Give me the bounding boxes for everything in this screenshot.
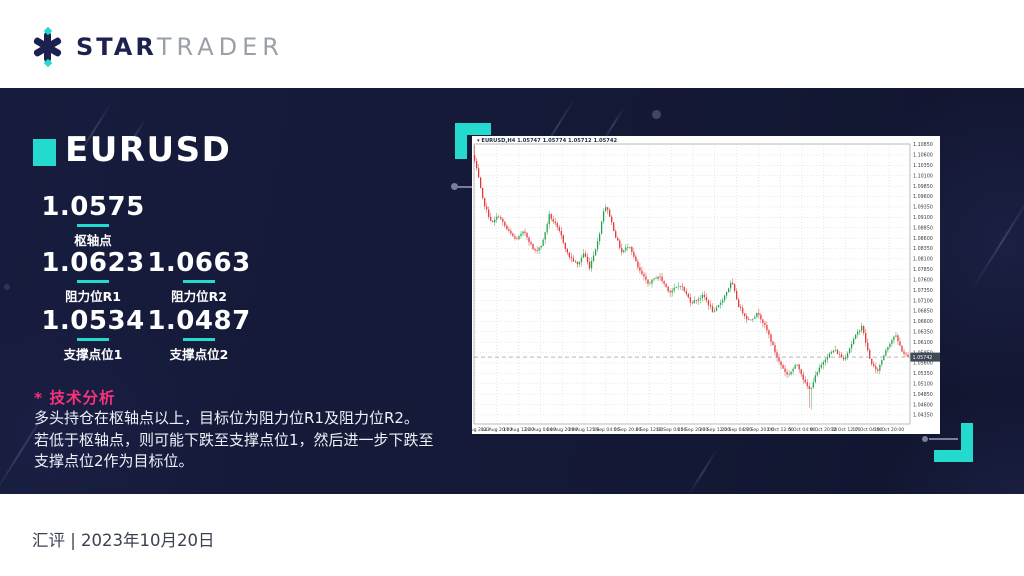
level-label: 阻力位R2 <box>171 289 227 304</box>
svg-text:1.04600: 1.04600 <box>913 402 933 408</box>
svg-text:9 Oct 20:00: 9 Oct 20:00 <box>810 427 837 433</box>
svg-text:5 Sep 20:00: 5 Sep 20:00 <box>614 427 642 433</box>
level-value: 1.0487 <box>147 306 251 336</box>
pivot-block: 1.0575 枢轴点 <box>30 194 156 249</box>
svg-text:1.09100: 1.09100 <box>913 215 933 221</box>
svg-text:1.10600: 1.10600 <box>913 153 933 159</box>
level-label: 阻力位R1 <box>65 289 121 304</box>
svg-text:8 Sep 12:00: 8 Sep 12:00 <box>636 427 664 433</box>
svg-text:1.05100: 1.05100 <box>913 382 933 388</box>
svg-text:1.04850: 1.04850 <box>913 392 933 398</box>
svg-text:1.10850: 1.10850 <box>913 142 933 148</box>
footer-bar: 汇评 | 2023年10月20日 <box>0 494 1024 576</box>
analysis-heading: * 技术分析 <box>34 389 116 407</box>
resistance2-block: 1.0663 阻力位R2 <box>136 250 262 305</box>
pivot-label: 枢轴点 <box>74 233 112 248</box>
svg-text:29 Aug 12:00: 29 Aug 12:00 <box>569 427 600 433</box>
svg-text:1.07350: 1.07350 <box>913 288 933 294</box>
svg-text:1.06850: 1.06850 <box>913 309 933 315</box>
decor-line <box>458 186 472 188</box>
svg-text:1.05600: 1.05600 <box>913 361 933 367</box>
decor-dot <box>4 284 10 290</box>
level-value: 1.0534 <box>41 306 145 336</box>
svg-text:1.08100: 1.08100 <box>913 257 933 263</box>
svg-text:1.05350: 1.05350 <box>913 371 933 377</box>
level-underline <box>77 338 109 341</box>
decor-dot <box>652 110 661 119</box>
level-label: 支撑点位2 <box>169 347 229 362</box>
svg-text:▾ EURUSD,H4 1.05747 1.05774 1: ▾ EURUSD,H4 1.05747 1.05774 1.05712 1.05… <box>477 138 617 144</box>
analysis-body: 多头持仓在枢轴点以上，目标位为阻力位R1及阻力位R2。 若低于枢轴点，则可能下跌… <box>34 408 484 473</box>
svg-text:1.06350: 1.06350 <box>913 330 933 336</box>
resistance1-block: 1.0623 阻力位R1 <box>30 250 156 305</box>
startrader-asterisk-icon <box>30 26 64 68</box>
pivot-value: 1.0575 <box>41 192 145 222</box>
svg-text:22 Aug 04:00: 22 Aug 04:00 <box>525 427 556 433</box>
svg-text:1.06100: 1.06100 <box>913 340 933 346</box>
svg-text:19 Oct 20:00: 19 Oct 20:00 <box>874 427 904 433</box>
svg-text:2 Oct 12:00: 2 Oct 12:00 <box>767 427 794 433</box>
svg-text:1.08850: 1.08850 <box>913 225 933 231</box>
svg-text:1.09600: 1.09600 <box>913 194 933 200</box>
analysis-line: 若低于枢轴点，则可能下跌至支撑点位1，然后进一步下跌至 <box>34 430 434 449</box>
level-value: 1.0663 <box>147 248 251 278</box>
support2-block: 1.0487 支撑点位2 <box>136 308 262 363</box>
svg-text:1.09850: 1.09850 <box>913 184 933 190</box>
svg-text:1.10350: 1.10350 <box>913 163 933 169</box>
svg-text:1.09350: 1.09350 <box>913 205 933 211</box>
svg-text:27 Sep 20:00: 27 Sep 20:00 <box>743 427 774 433</box>
svg-text:1.04350: 1.04350 <box>913 413 933 419</box>
symbol-title: EURUSD <box>65 130 232 170</box>
svg-text:15 Sep 20:00: 15 Sep 20:00 <box>678 427 709 433</box>
svg-text:1.07100: 1.07100 <box>913 298 933 304</box>
svg-text:5 Oct 04:00: 5 Oct 04:00 <box>788 427 815 433</box>
svg-text:14 Aug 20:00: 14 Aug 20:00 <box>481 427 512 433</box>
analysis-line: 支撑点位2作为目标位。 <box>34 452 194 470</box>
level-value: 1.0623 <box>41 248 145 278</box>
brand-bar: STAR TRADER <box>0 0 1024 88</box>
candlestick-chart-svg: 1.10850 1.10600 1.10350 1.10100 1.09850 1.096… <box>460 138 940 433</box>
level-label: 支撑点位1 <box>63 347 123 362</box>
svg-text:1.08600: 1.08600 <box>913 236 933 242</box>
startrader-logo: STAR TRADER <box>30 26 284 68</box>
svg-text:24 Aug 20:00: 24 Aug 20:00 <box>547 427 578 433</box>
logo-text-star: STAR <box>76 33 157 61</box>
svg-text:1.07850: 1.07850 <box>913 267 933 273</box>
decor-line <box>929 438 958 440</box>
decor-streak <box>687 447 719 494</box>
level-underline <box>183 338 215 341</box>
svg-text:1.05742: 1.05742 <box>913 355 933 361</box>
svg-text:1.10100: 1.10100 <box>913 173 933 179</box>
analysis-line: 多头持仓在枢轴点以上，目标位为阻力位R1及阻力位R2。 <box>34 409 419 427</box>
decor-dot <box>922 436 928 442</box>
decor-dot <box>451 183 458 190</box>
corner-bracket-bottom-right <box>961 423 973 462</box>
svg-text:1.08350: 1.08350 <box>913 246 933 252</box>
svg-text:1 Sep 04:00: 1 Sep 04:00 <box>592 427 620 433</box>
svg-text:20 Sep 12:00: 20 Sep 12:00 <box>699 427 730 433</box>
logo-wordmark: STAR TRADER <box>76 33 284 61</box>
svg-text:11 Aug 2023: 11 Aug 2023 <box>472 427 490 433</box>
support1-block: 1.0534 支撑点位1 <box>30 308 156 363</box>
svg-text:17 Oct 04:00: 17 Oct 04:00 <box>852 427 882 433</box>
hero-section: EURUSD 1.0575 枢轴点 1.0623 阻力位R1 1.0663 阻力… <box>0 88 1024 494</box>
mt4-chart-panel: 1.10850 1.10600 1.10350 1.10100 1.09850 1.096… <box>460 136 940 434</box>
symbol-accent-square <box>33 139 56 166</box>
footer-caption: 汇评 | 2023年10月20日 <box>32 531 215 550</box>
svg-text:1.07600: 1.07600 <box>913 277 933 283</box>
svg-text:17 Aug 12:00: 17 Aug 12:00 <box>503 427 534 433</box>
logo-text-trader: TRADER <box>156 33 284 61</box>
level-underline <box>77 280 109 283</box>
corner-bracket-top-left <box>455 123 467 159</box>
level-underline <box>183 280 215 283</box>
svg-text:1.06600: 1.06600 <box>913 319 933 325</box>
svg-text:12 Oct 12:00: 12 Oct 12:00 <box>831 427 861 433</box>
level-underline <box>77 224 109 227</box>
svg-text:25 Sep 04:00: 25 Sep 04:00 <box>721 427 752 433</box>
decor-streak <box>970 188 1024 292</box>
svg-text:13 Sep 04:00: 13 Sep 04:00 <box>656 427 687 433</box>
